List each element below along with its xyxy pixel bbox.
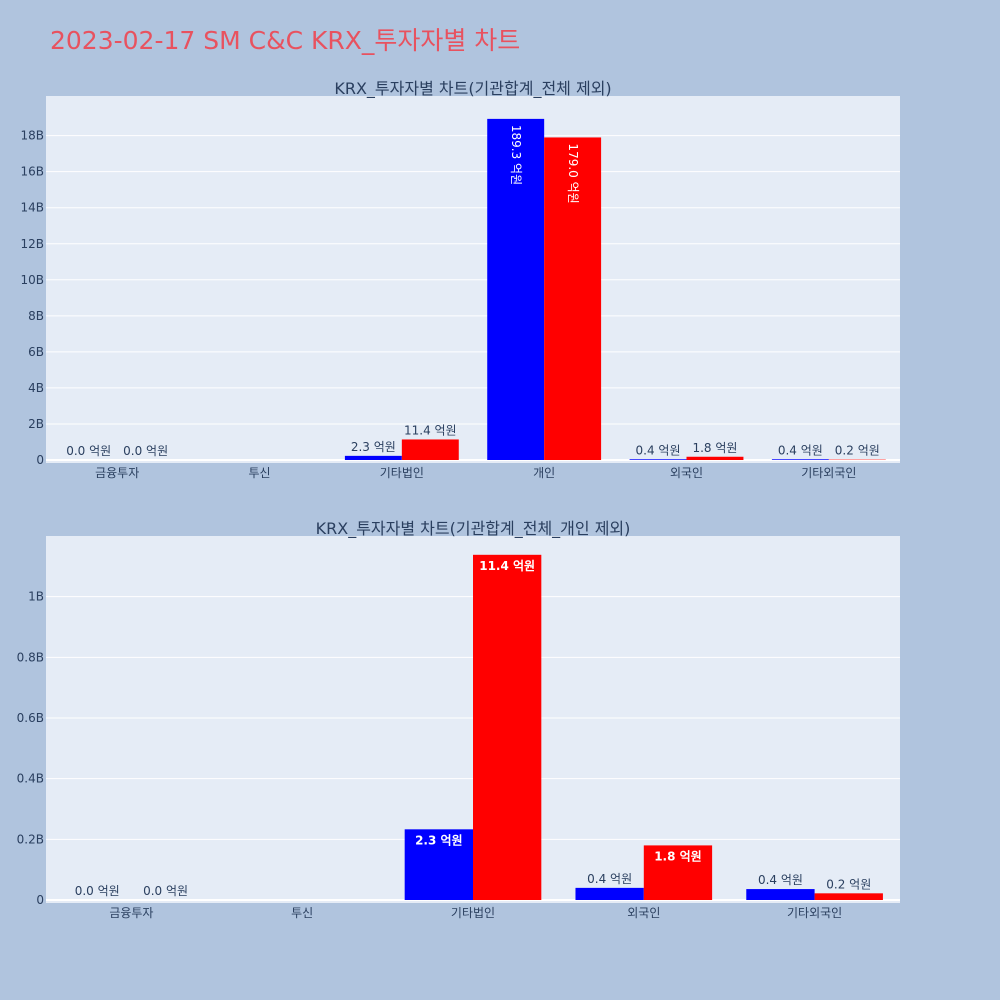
bar-labels: 0.0 억원 0.0 억원 2.3 억원 11.4 억원 189.3 억원 179.0 억… [66,125,880,458]
x-tick-label: 기타법인 [451,906,495,920]
y-tick-label: 12B [20,237,44,251]
sell-bar [814,893,883,900]
x-tick-label: 외국인 [627,906,660,920]
bar-value-label: 0.4 억원 [636,443,681,457]
sell-bar [643,845,713,900]
bar-value-label: 11.4 억원 [479,559,535,573]
buy-bar [575,887,644,900]
chart-title: KRX_투자자별 차트(기관합계_전체 제외) [334,79,611,99]
y-axis-ticks: 0 0.2B 0.4B 0.6B 0.8B 1B [17,590,44,907]
buy-bar [771,459,829,460]
y-tick-label: 14B [20,201,44,215]
y-tick-label: 10B [20,273,44,287]
x-tick-label: 투신 [248,466,270,480]
y-tick-label: 0.2B [17,832,44,846]
chart-title: KRX_투자자별 차트(기관합계_전체_개인 제외) [316,519,631,539]
bar-value-label: 0.4 억원 [758,873,803,887]
chart-all-investors: 0.0 억원 0.0 억원 2.3 억원 11.4 억원 189.3 억원 179.0 억… [20,79,900,480]
bar-value-label: 2.3 억원 [415,833,463,847]
bar-value-label: 0.2 억원 [835,444,880,458]
bar-value-label: 11.4 억원 [404,423,457,437]
x-tick-label: 개인 [533,466,555,480]
buy-bar [344,455,402,460]
buy-bar [746,889,815,900]
bar-value-label: 2.3 억원 [351,440,396,454]
bar-value-label: 0.0 억원 [66,444,111,458]
x-tick-label: 금융투자 [109,906,153,920]
sell-bar [686,456,744,460]
chart-excluding-individuals: 0.0 억원 0.0 억원 2.3 억원 11.4 억원 0.4 억원 1.8 억원 0.4… [17,519,900,920]
x-axis-ticks: 금융투자 투신 기타법인 개인 외국인 기타외국인 [95,466,856,480]
figure-title: 2023-02-17 SM C&C KRX_투자자별 차트 [50,26,520,55]
bar-value-label: 0.0 억원 [75,884,120,898]
y-tick-label: 18B [20,129,44,143]
y-tick-label: 0 [36,453,44,467]
sell-bar [473,554,542,900]
y-tick-label: 16B [20,165,44,179]
bars [404,554,883,900]
y-tick-label: 0.4B [17,772,44,786]
y-axis-ticks: 0 2B 4B 6B 8B 10B 12B 14B 16B 18B [20,129,44,467]
bar-labels: 0.0 억원 0.0 억원 2.3 억원 11.4 억원 0.4 억원 1.8 억원 0.4… [75,559,872,898]
bars [344,118,886,461]
buy-bar [487,118,545,461]
bar-value-label: 0.0 억원 [123,444,168,458]
bar-value-label: 0.4 억원 [587,872,632,886]
x-tick-label: 외국인 [670,466,703,480]
x-tick-label: 기타법인 [380,466,424,480]
buy-bar [629,459,687,460]
bar-value-label: 0.2 억원 [826,877,871,891]
x-tick-label: 금융투자 [95,466,139,480]
y-tick-label: 8B [28,309,44,323]
y-tick-label: 6B [28,345,44,359]
y-tick-label: 1B [28,590,44,604]
sell-bar [544,137,602,460]
y-tick-label: 0 [36,893,44,907]
bar-value-label: 189.3 억원 [509,125,523,185]
gridlines [46,135,900,461]
bar-value-label: 0.4 억원 [778,443,823,457]
y-tick-label: 2B [28,417,44,431]
bar-value-label: 1.8 억원 [654,849,702,863]
bar-value-label: 1.8 억원 [692,441,737,455]
x-tick-label: 기타외국인 [787,906,842,920]
buy-bar [404,829,473,900]
bar-value-label: 179.0 억원 [566,143,580,203]
bar-value-label: 0.0 억원 [143,884,188,898]
x-axis-ticks: 금융투자 투신 기타법인 외국인 기타외국인 [109,906,842,920]
y-tick-label: 0.8B [17,650,44,664]
y-tick-label: 0.6B [17,711,44,725]
x-tick-label: 투신 [291,906,313,920]
y-tick-label: 4B [28,381,44,395]
sell-bar [401,439,459,460]
x-tick-label: 기타외국인 [801,466,856,480]
